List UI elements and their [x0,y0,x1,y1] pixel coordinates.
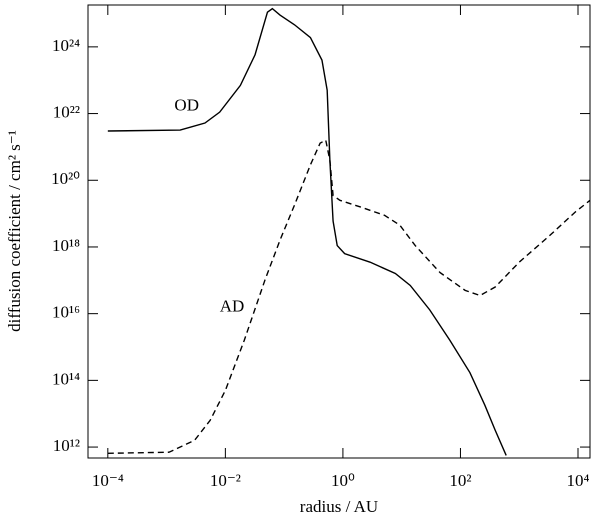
y-tick-label: 10²⁰ [51,169,80,188]
plot-frame [87,4,591,459]
y-tick-label: 10²² [53,102,80,121]
x-tick-label: 10⁰ [331,471,355,490]
series-line [107,7,507,456]
y-tick-label: 10¹⁸ [52,236,80,255]
series-label: OD [174,96,199,115]
x-tick-label: 10² [449,471,471,490]
x-tick-label: 10⁻⁴ [92,471,124,490]
x-axis-label: radius / AU [300,497,378,516]
y-tick-label: 10²⁴ [52,36,80,55]
series-label: AD [220,297,245,316]
y-tick-label: 10¹⁶ [52,303,80,322]
series-line [107,139,590,454]
y-tick-label: 10¹² [53,436,80,455]
plot-area [107,7,590,456]
y-tick-label: 10¹⁴ [52,369,80,388]
x-tick-label: 10⁻² [210,471,241,490]
x-tick-label: 10⁴ [567,471,590,490]
y-axis-label: diffusion coefficient / cm² s⁻¹ [5,130,24,332]
